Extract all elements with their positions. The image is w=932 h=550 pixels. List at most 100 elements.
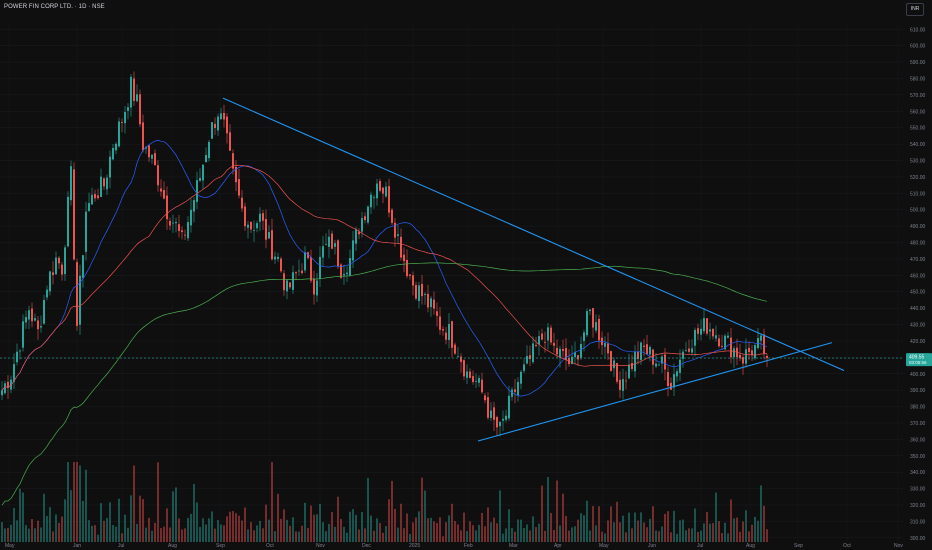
volume-bar [61,516,63,542]
candle-body [604,343,606,347]
time-tick-label: 2025 [409,543,420,549]
volume-bar [508,509,510,542]
sma-line-50 [1,164,768,391]
candle-body [718,338,720,347]
candle-body [703,318,705,332]
candle [751,344,753,362]
candle [532,336,534,364]
candle-body [100,176,102,197]
candle [220,107,222,120]
candle-body [556,348,558,355]
volume-bar [394,508,396,542]
candle-body [592,308,594,328]
candle [46,285,48,301]
candle-body [409,274,411,276]
trendline-lower[interactable] [477,342,833,442]
candle [28,305,30,329]
candle [661,353,663,373]
candle-body [115,143,117,151]
volume-bar [721,532,723,542]
candle-body [133,78,135,101]
volume-bar [109,502,111,542]
candle [100,168,102,198]
volume-bar [628,512,630,542]
candle [328,229,330,259]
candle [376,178,378,206]
volume-bar [1,522,3,542]
candle [694,327,696,357]
volume-bar [397,527,399,542]
volume-bar [151,530,153,542]
volume-bar [727,533,729,542]
candle [616,362,618,384]
volume-bar [43,493,45,542]
candle [259,207,261,232]
candle [748,341,750,361]
volume-bar [346,532,348,542]
volume-bar [400,503,402,542]
candle [136,84,138,103]
candle [319,246,321,288]
candle [493,401,495,432]
time-tick-label: Nov [894,543,903,549]
candle-body [91,194,93,205]
volume-bar [478,524,480,542]
volume-bar [427,518,429,542]
time-tick-label: Jul [118,543,124,549]
candle-body [178,224,180,231]
volume-bar [697,531,699,542]
candle [355,226,357,251]
candle [139,89,141,127]
volume-bar [640,512,642,542]
volume-bar [250,522,252,542]
candle [562,339,564,358]
volume-bar [193,484,195,542]
candle [598,314,600,349]
time-tick-label: Apr [554,543,562,549]
candle [721,334,723,351]
volume-bar [28,528,30,542]
candle [445,327,447,345]
candle [61,261,63,281]
candle-body [511,389,513,397]
candle-body [640,342,642,360]
candle [346,266,348,282]
candle [157,160,159,192]
candle-body [523,364,525,371]
candle-body [301,270,303,274]
candle-body [526,356,528,364]
volume-bar [247,529,249,542]
volume-bar [322,522,324,542]
candle-body [346,272,348,275]
volume-bar [679,520,681,542]
candle-body [223,112,225,120]
candle [649,345,651,362]
candle-body [319,256,321,279]
price-tick-label: 310.00 [910,519,926,525]
candle [637,341,639,365]
candle [688,339,690,354]
volume-bar [46,516,48,542]
candle [421,275,423,305]
candle [67,191,69,248]
trendline-upper[interactable] [222,97,845,371]
candle-body [667,372,669,387]
price-tick-label: 580.00 [910,76,926,82]
currency-button[interactable]: INR [906,3,924,16]
candle [301,263,303,275]
candle [625,371,627,390]
candle [232,149,234,175]
time-tick-label: Oct [266,543,274,549]
candle [691,339,693,356]
volume-bar [601,531,603,542]
volume-bar [238,515,240,542]
candle [541,328,543,341]
candle [685,341,687,352]
volume-bar [613,522,615,542]
candle-body [34,318,36,321]
candle-body [175,221,177,224]
volume-bar [16,520,18,542]
candle [238,168,240,199]
candle [709,322,711,340]
